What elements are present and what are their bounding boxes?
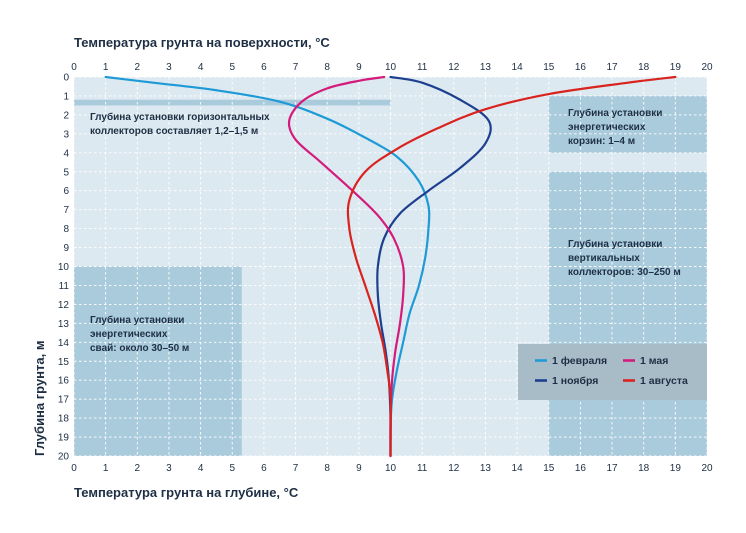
x-tick-top: 0: [71, 62, 77, 73]
x-tick-bottom: 17: [606, 463, 618, 474]
x-tick-top: 14: [512, 62, 524, 73]
x-tick-top: 19: [670, 62, 682, 73]
series-line-3: [346, 75, 677, 458]
y-tick: 2: [63, 110, 69, 121]
x-tick-bottom: 12: [448, 463, 460, 474]
x-tick-top: 11: [417, 62, 428, 73]
x-tick-bottom: 3: [166, 463, 172, 474]
y-tick: 13: [58, 319, 70, 330]
legend-box: [518, 344, 707, 400]
legend-label: 1 августа: [640, 375, 688, 387]
zone-2: [548, 171, 707, 456]
y-tick: 5: [63, 167, 69, 178]
zone-1: [548, 95, 707, 153]
x-tick-bottom: 19: [670, 463, 682, 474]
y-tick: 18: [58, 414, 70, 425]
x-tick-bottom: 16: [575, 463, 587, 474]
note-energy-piles: Глубина установки энергетических свай: о…: [90, 314, 189, 354]
legend-label: 1 февраля: [552, 355, 607, 367]
x-tick-top: 20: [701, 62, 713, 73]
x-tick-top: 17: [606, 62, 618, 73]
x-tick-top: 6: [261, 62, 267, 73]
note-horizontal-collectors: Глубина установки горизонтальных коллект…: [90, 111, 272, 137]
x-tick-bottom: 2: [135, 463, 141, 474]
x-tick-top: 9: [356, 62, 362, 73]
y-tick: 17: [58, 395, 70, 406]
y-tick: 8: [63, 224, 69, 235]
note-energy-baskets: Глубина установки энергетических корзин:…: [568, 107, 665, 147]
x-tick-top: 12: [448, 62, 460, 73]
x-tick-top: 18: [638, 62, 650, 73]
x-axis-title: Температура грунта на глубине, °C: [74, 485, 299, 500]
x-tick-top: 10: [385, 62, 397, 73]
x-tick-bottom: 6: [261, 463, 267, 474]
x-tick-top: 8: [324, 62, 330, 73]
note-vertical-collectors: Глубина установки вертикальных коллектор…: [568, 238, 681, 278]
x-tick-top: 1: [103, 62, 109, 73]
y-tick: 3: [63, 129, 69, 140]
x-tick-bottom: 20: [701, 463, 713, 474]
top-axis-title: Температура грунта на поверхности, °C: [74, 35, 330, 50]
x-tick-bottom: 15: [543, 463, 555, 474]
legend-label: 1 ноября: [552, 375, 598, 387]
x-tick-bottom: 11: [417, 463, 428, 474]
x-tick-bottom: 18: [638, 463, 650, 474]
ticks-layer: 0011223344556677889910101111121213131414…: [58, 62, 713, 474]
y-tick: 0: [63, 73, 69, 84]
x-tick-top: 2: [135, 62, 141, 73]
y-tick: 11: [59, 281, 70, 292]
x-tick-bottom: 0: [71, 463, 77, 474]
y-axis-title: Глубина грунта, м: [32, 341, 47, 456]
x-tick-bottom: 13: [480, 463, 492, 474]
zone-3: [74, 266, 242, 456]
y-tick: 1: [63, 91, 69, 102]
y-tick: 10: [58, 262, 70, 273]
x-tick-top: 4: [198, 62, 204, 73]
zones-layer: [74, 95, 707, 456]
x-tick-bottom: 1: [103, 463, 109, 474]
x-tick-top: 3: [166, 62, 172, 73]
y-tick: 15: [58, 357, 70, 368]
y-tick: 14: [58, 338, 70, 349]
y-tick: 19: [58, 433, 70, 444]
legend-label: 1 мая: [640, 355, 668, 367]
x-tick-top: 13: [480, 62, 492, 73]
series-layer: [104, 75, 677, 458]
y-tick: 9: [63, 243, 69, 254]
y-tick: 20: [58, 452, 70, 463]
x-tick-top: 5: [229, 62, 235, 73]
x-tick-top: 7: [293, 62, 299, 73]
x-tick-top: 16: [575, 62, 587, 73]
legend: 1 февраля 1 мая 1 ноября 1 августа: [535, 355, 688, 387]
x-tick-bottom: 14: [512, 463, 524, 474]
x-tick-bottom: 10: [385, 463, 397, 474]
x-tick-bottom: 7: [293, 463, 299, 474]
x-tick-bottom: 8: [324, 463, 330, 474]
x-tick-bottom: 9: [356, 463, 362, 474]
y-tick: 7: [63, 205, 69, 216]
y-tick: 16: [58, 376, 70, 387]
y-tick: 6: [63, 186, 69, 197]
x-tick-bottom: 4: [198, 463, 204, 474]
x-tick-bottom: 5: [229, 463, 235, 474]
y-tick: 4: [63, 148, 69, 159]
x-tick-top: 15: [543, 62, 555, 73]
y-tick: 12: [58, 300, 70, 311]
series-line-0: [104, 75, 431, 458]
series-line-2: [287, 75, 406, 458]
